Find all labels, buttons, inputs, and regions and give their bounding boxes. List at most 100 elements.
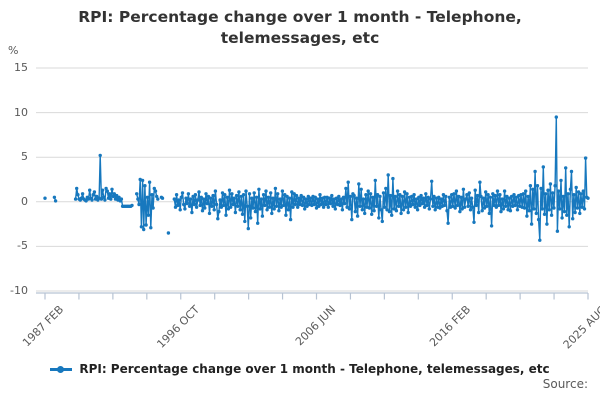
- data-point-marker: [515, 208, 520, 212]
- data-point-marker: [526, 194, 530, 199]
- data-point-marker: [538, 238, 542, 242]
- data-point-marker: [562, 209, 567, 214]
- data-point-marker: [236, 204, 240, 208]
- data-point-marker: [454, 189, 459, 193]
- data-point-marker: [102, 195, 106, 199]
- data-point-marker: [143, 184, 147, 188]
- data-point-marker: [267, 205, 272, 209]
- data-point-marker: [363, 211, 367, 216]
- data-point-marker: [234, 193, 239, 198]
- y-axis-tick-label: 10: [14, 105, 28, 119]
- data-point-marker: [459, 195, 463, 199]
- data-point-marker: [548, 182, 553, 186]
- data-point-marker: [103, 198, 107, 202]
- data-point-marker: [502, 189, 507, 193]
- data-point-marker: [492, 203, 496, 208]
- data-point-marker: [147, 180, 152, 184]
- data-point-marker: [505, 194, 509, 199]
- y-axis-tick-label: 5: [21, 150, 28, 164]
- data-point-marker: [418, 203, 422, 208]
- data-point-marker: [489, 224, 494, 228]
- data-point-marker: [238, 208, 242, 212]
- data-point-marker: [387, 209, 392, 214]
- chart-title: RPI: Percentage change over 1 month - Te…: [0, 7, 600, 49]
- data-point-marker: [568, 187, 573, 191]
- data-point-marker: [88, 188, 92, 192]
- data-point-marker: [404, 205, 408, 209]
- data-point-marker: [455, 203, 460, 208]
- data-point-marker: [313, 195, 317, 199]
- data-point-marker: [536, 217, 541, 222]
- data-point-marker: [98, 153, 102, 158]
- data-point-marker: [246, 226, 250, 231]
- data-point-marker: [377, 216, 381, 220]
- data-point-marker: [241, 193, 246, 197]
- data-point-marker: [204, 192, 208, 196]
- data-point-marker: [144, 223, 148, 227]
- data-point-marker: [371, 195, 375, 199]
- data-point-marker: [217, 209, 221, 214]
- data-point-marker: [145, 195, 149, 199]
- data-point-marker: [578, 211, 582, 216]
- data-point-marker: [271, 196, 275, 200]
- data-point-marker: [555, 229, 560, 233]
- data-point-marker: [155, 194, 159, 199]
- data-point-marker: [420, 201, 424, 206]
- data-point-marker: [574, 185, 578, 190]
- data-point-marker: [205, 201, 209, 206]
- data-point-marker: [223, 193, 227, 197]
- data-point-marker: [535, 184, 540, 188]
- data-point-marker: [319, 202, 323, 207]
- data-point-marker: [431, 204, 435, 208]
- data-point-marker: [442, 203, 447, 208]
- data-point-marker: [140, 178, 145, 183]
- data-point-marker: [437, 195, 441, 199]
- data-point-marker: [534, 211, 538, 216]
- data-point-marker: [291, 205, 295, 209]
- data-point-marker: [43, 196, 47, 200]
- data-point-marker: [379, 208, 383, 212]
- data-point-marker: [229, 205, 233, 209]
- data-point-marker: [430, 179, 434, 183]
- data-point-marker: [324, 202, 328, 207]
- data-point-marker: [244, 189, 248, 193]
- data-point-marker: [200, 209, 205, 213]
- data-point-marker: [395, 189, 400, 193]
- data-point-marker: [359, 187, 363, 191]
- data-point-marker: [508, 209, 513, 213]
- data-point-marker: [370, 212, 374, 216]
- legend: RPI: Percentage change over 1 month - Te…: [0, 360, 600, 378]
- data-point-marker: [321, 205, 326, 209]
- data-point-marker: [421, 196, 426, 200]
- data-point-marker: [276, 192, 280, 196]
- data-point-marker: [544, 192, 548, 196]
- chart-title-line2: telemessages, etc: [220, 29, 380, 47]
- data-point-marker: [249, 216, 253, 220]
- data-point-marker: [211, 193, 215, 198]
- data-point-marker: [260, 214, 265, 218]
- data-point-marker: [207, 211, 212, 216]
- y-axis-tick-label: -10: [10, 284, 28, 297]
- data-point-marker: [152, 186, 156, 191]
- data-point-marker: [344, 186, 348, 191]
- data-point-marker: [581, 189, 585, 193]
- data-point-marker: [257, 187, 261, 191]
- data-point-marker: [388, 193, 393, 198]
- data-point-marker: [438, 206, 442, 210]
- data-point-marker: [428, 197, 433, 201]
- data-point-marker: [105, 189, 110, 193]
- data-point-marker: [331, 204, 335, 208]
- data-point-marker: [540, 207, 544, 211]
- data-point-marker: [446, 221, 450, 225]
- data-point-marker: [468, 208, 473, 212]
- data-point-marker: [76, 193, 80, 197]
- data-point-marker: [314, 206, 319, 210]
- data-point-marker: [471, 205, 475, 209]
- data-point-marker: [209, 196, 213, 200]
- data-point-marker: [245, 204, 249, 208]
- data-point-marker: [303, 207, 307, 211]
- data-point-marker: [533, 169, 537, 174]
- data-point-marker: [477, 210, 481, 215]
- data-point-marker: [487, 211, 491, 216]
